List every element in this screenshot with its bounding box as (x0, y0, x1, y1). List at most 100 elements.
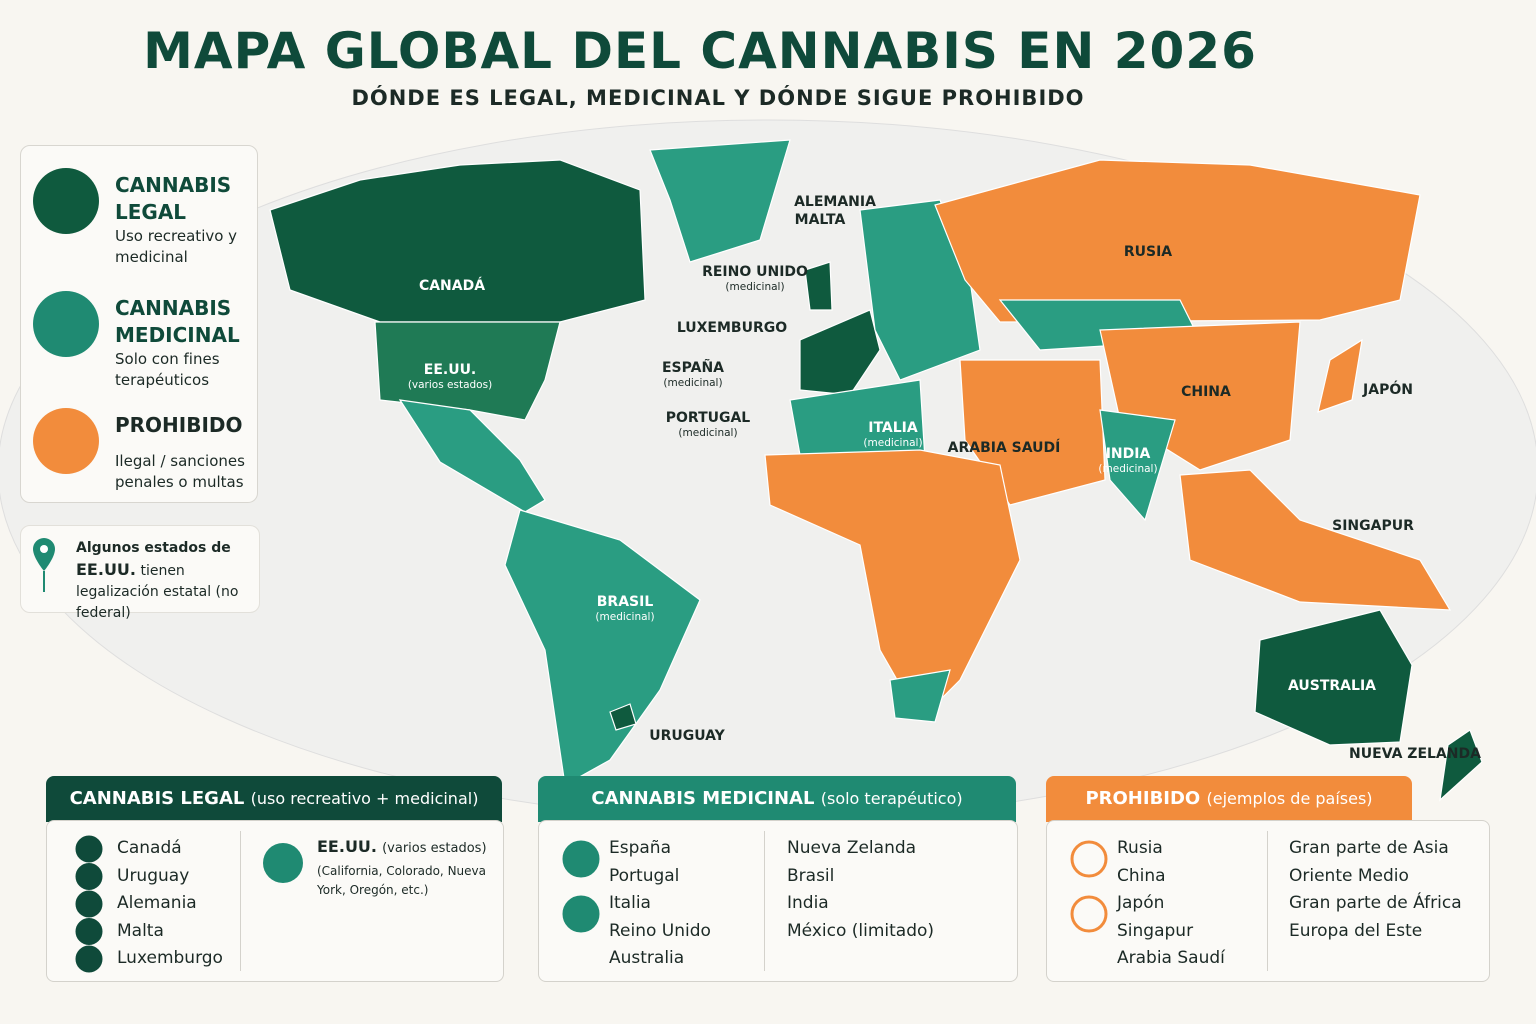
subtitle: DÓNDE ES LEGAL, MEDICINAL Y DÓNDE SIGUE … (351, 86, 1085, 110)
legend-item: CANNABIS MEDICINAL Solo con fines terapéu… (33, 291, 253, 401)
extra: EE.UU. (varios estados) (California, Colo… (317, 837, 497, 900)
panel-item: Arabia Saudí (1117, 948, 1225, 968)
panel-title: CANNABIS LEGAL (69, 788, 245, 809)
panel: España Portugal Italia Reino Unido Australia… (538, 820, 1018, 982)
item-icon (75, 863, 103, 890)
item-icon (562, 895, 600, 933)
map-label: CHINA (1181, 384, 1231, 400)
panel-item: Australia (609, 948, 685, 968)
panel: Rusia China Japón Singapur Arabia Saudí Gran … (1046, 820, 1490, 982)
panel-list: Rusia China Japón Singapur Arabia Saudí (1117, 835, 1225, 973)
map-label: JAPÓN (1362, 380, 1413, 398)
item-icon (75, 835, 103, 863)
map-sublabel: (medicinal) (663, 377, 722, 389)
map-label: LUXEMBURGO (677, 320, 787, 336)
map-label: PORTUGAL (666, 410, 751, 426)
panel-item: Singapur (1117, 920, 1194, 941)
panel-icons (1070, 840, 1108, 933)
legend-description: Uso recreativo y medicinal (115, 227, 238, 266)
panel-item: Brasil (787, 865, 835, 886)
panel-item: Gran parte de África (1289, 893, 1462, 913)
countries (269, 139, 1483, 802)
panel-subtitle: (uso recreativo + medicinal) (250, 789, 479, 808)
panel-header: PROHIBIDO (ejemplos de países) (1046, 776, 1412, 822)
panel-item: Rusia (1117, 838, 1163, 858)
panel-title: PROHIBIDO (1085, 788, 1201, 809)
item-icon (75, 945, 103, 973)
legend-title: PROHIBIDO (115, 413, 243, 437)
legend-item: PROHIBIDO Ilegal / sanciones penales o mu… (33, 408, 253, 518)
legend-item: CANNABIS LEGAL Uso recreativo y medicinal (33, 168, 253, 278)
panel-item: Japón (1117, 893, 1165, 913)
panel-divider (240, 831, 241, 971)
extra-icon (263, 843, 303, 883)
panel-header: CANNABIS LEGAL (uso recreativo + medicin… (46, 776, 502, 822)
note-text: tienen legalización estatal (no federal) (76, 563, 239, 621)
legend-icon (33, 408, 99, 474)
panel-item: México (limitado) (787, 920, 935, 941)
item-icon (1070, 895, 1108, 933)
map-label: URUGUAY (649, 728, 725, 744)
legend-description: Solo con fines terapéuticos (115, 350, 220, 389)
panel-item: Canadá (117, 838, 182, 858)
legend-title: CANNABIS MEDICINAL (115, 296, 240, 347)
panel-subtitle: (solo terapéutico) (820, 789, 963, 808)
panel-icons (75, 835, 103, 973)
map-label: EE.UU. (424, 362, 477, 378)
map-label: ESPAÑA (662, 359, 724, 376)
panel-item: Luxemburgo (117, 948, 223, 968)
map-label: SINGAPUR (1332, 518, 1414, 534)
map-label: REINO UNIDO (702, 264, 808, 280)
panel-item: China (1117, 865, 1166, 886)
map-label: RUSIA (1124, 244, 1172, 260)
extra-detail: (California, Colorado, Nueva York, Oregó… (317, 864, 486, 897)
panel: Canadá Uruguay Alemania Malta Luxemburgo EE.U… (46, 820, 504, 982)
panel-header: CANNABIS MEDICINAL (solo terapéutico) (538, 776, 1016, 822)
panel-icons (562, 840, 600, 933)
panel-item: Nueva Zelanda (787, 838, 917, 858)
panel-item: Oriente Medio (1289, 865, 1409, 886)
panel-item: Alemania (117, 893, 197, 913)
panel-item: Malta (117, 920, 164, 941)
note-country: EE.UU. (76, 560, 136, 579)
map-label: BRASIL (597, 594, 654, 610)
map-sublabel: (medicinal) (595, 611, 654, 623)
map-label: ARABIA SAUDÍ (948, 439, 1061, 456)
map-label: NUEVA ZELANDA (1349, 746, 1481, 762)
panel-divider (1267, 831, 1268, 971)
panel-item: India (787, 893, 829, 913)
map-sublabel: (medicinal) (678, 427, 737, 439)
map-label: AUSTRALIA (1288, 678, 1376, 694)
map-label: MALTA (795, 212, 846, 228)
map-sublabel: (medicinal) (863, 437, 922, 449)
legend-icon (33, 168, 99, 234)
map-sublabel: (medicinal) (1098, 463, 1157, 475)
item-icon (1070, 840, 1108, 878)
panel-list: Canadá Uruguay Alemania Malta Luxemburgo (117, 835, 223, 973)
panel-list: Nueva Zelanda Brasil India México (limitado… (787, 835, 934, 945)
title: MAPA GLOBAL DEL CANNABIS EN 2026 (143, 22, 1257, 80)
extra-title: EE.UU. (317, 837, 377, 856)
item-icon (562, 840, 600, 878)
panel-list: Gran parte de Asia Oriente Medio Gran part… (1289, 835, 1462, 945)
panel-subtitle: (ejemplos de países) (1206, 789, 1373, 808)
panel-item: Reino Unido (609, 920, 711, 941)
note: Algunos estados de EE.UU. tienen legaliz… (20, 525, 260, 621)
panel-title: CANNABIS MEDICINAL (591, 788, 815, 809)
item-icon (75, 890, 103, 918)
pin-icon (33, 538, 55, 592)
panel-item: España (609, 838, 671, 858)
map-label: INDIA (1106, 446, 1151, 462)
panel-item: Gran parte de Asia (1289, 838, 1449, 858)
note-lead: Algunos estados de (76, 540, 231, 556)
legend: CANNABIS LEGAL Uso recreativo y medicinal… (20, 145, 258, 503)
map-label: ITALIA (868, 420, 918, 436)
item-icon (75, 918, 103, 945)
map-sublabel: (varios estados) (408, 379, 492, 391)
panel-item: Uruguay (117, 865, 190, 886)
extra-subtitle: (varios estados) (382, 841, 487, 856)
map-label: CANADÁ (419, 277, 485, 294)
